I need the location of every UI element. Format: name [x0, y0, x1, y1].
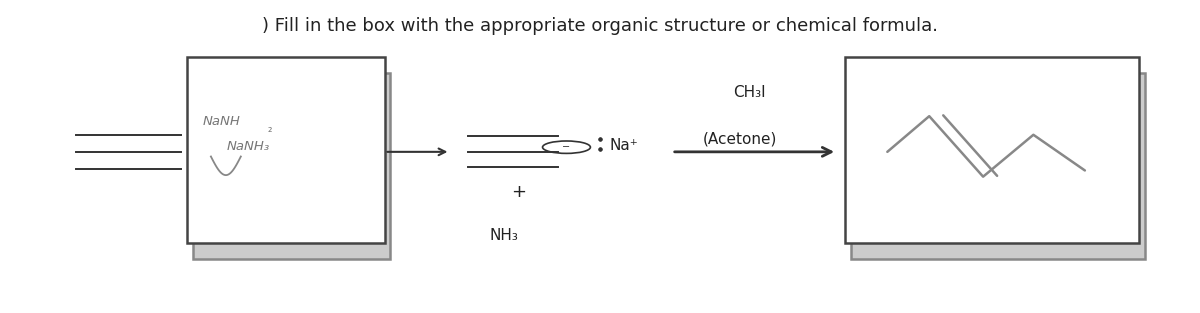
Text: NaNH: NaNH — [203, 115, 240, 128]
Text: ₂: ₂ — [268, 124, 271, 134]
Text: Na⁺: Na⁺ — [610, 138, 638, 153]
Text: NH₃: NH₃ — [490, 228, 518, 243]
Bar — [852, 73, 1145, 259]
Bar — [846, 57, 1139, 244]
Text: CH₃I: CH₃I — [733, 85, 766, 100]
Text: ) Fill in the box with the appropriate organic structure or chemical formula.: ) Fill in the box with the appropriate o… — [262, 17, 938, 35]
Bar — [187, 57, 384, 244]
Bar — [193, 73, 390, 259]
Text: NaNH₃: NaNH₃ — [227, 140, 270, 153]
Text: −: − — [563, 142, 570, 152]
Text: +: + — [511, 183, 526, 201]
Text: (Acetone): (Acetone) — [703, 132, 778, 147]
